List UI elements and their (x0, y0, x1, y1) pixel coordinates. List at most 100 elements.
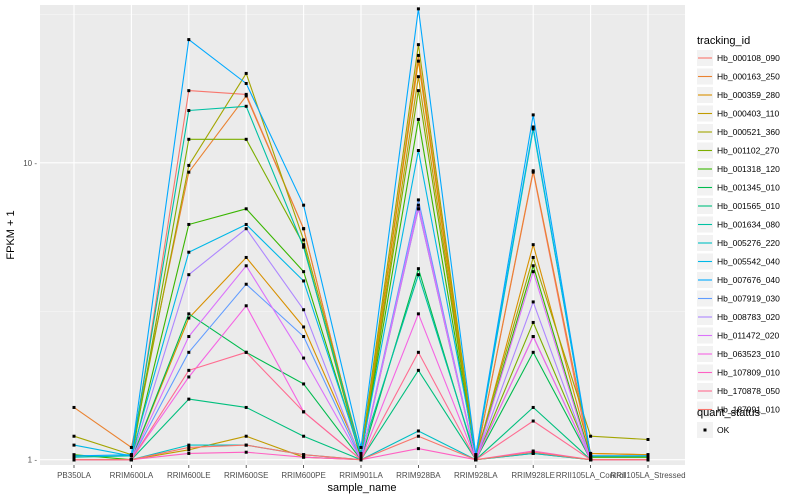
axis-layer: 1 - 10 - PB350LA RRIM600LA RRIM600LE RRIM600S… (23, 159, 685, 480)
legend-label: Hb_005276_220 (717, 238, 780, 248)
data-point (187, 375, 191, 379)
data-point (531, 300, 535, 304)
data-point (416, 312, 420, 316)
data-point (244, 81, 248, 85)
data-point (302, 203, 306, 207)
x-tick-label: RRIM600LE (167, 471, 211, 480)
data-point (416, 198, 420, 202)
data-point (416, 43, 420, 47)
data-point (474, 458, 478, 462)
data-point (244, 227, 248, 231)
data-point (187, 451, 191, 455)
data-point (416, 53, 420, 57)
legend-label: Hb_001565_010 (717, 201, 780, 211)
data-point (416, 207, 420, 211)
data-point (244, 222, 248, 226)
data-point (187, 38, 191, 42)
data-point (302, 238, 306, 242)
legend-label: Hb_005542_040 (717, 257, 780, 267)
data-point (244, 207, 248, 211)
x-tick-label: RRIM928LA (454, 471, 498, 480)
data-point (416, 273, 420, 277)
data-point (646, 454, 650, 458)
legend-label: Hb_001634_080 (717, 220, 780, 230)
data-point (187, 222, 191, 226)
data-point (187, 137, 191, 141)
legend-label: Hb_000359_280 (717, 90, 780, 100)
data-point (646, 458, 650, 462)
data-point (187, 443, 191, 447)
data-point (531, 264, 535, 268)
data-point (302, 243, 306, 247)
data-point (646, 437, 650, 441)
data-point (302, 356, 306, 360)
x-tick-label: RRIM928LE (511, 471, 555, 480)
data-point (187, 368, 191, 372)
data-point (244, 350, 248, 354)
data-point (302, 325, 306, 329)
data-point (416, 203, 420, 207)
data-point (589, 434, 593, 438)
data-point (416, 59, 420, 63)
legend-label: Hb_011472_020 (717, 331, 780, 341)
data-point (531, 243, 535, 247)
x-tick-label: RRIM901LA (339, 471, 383, 480)
legend-label: Hb_000108_090 (717, 53, 780, 63)
data-point (474, 455, 478, 459)
plot-panel (40, 5, 685, 465)
data-point (244, 92, 248, 96)
data-point (187, 163, 191, 167)
data-point (244, 443, 248, 447)
data-point (359, 445, 363, 449)
legend-label: Hb_001345_010 (717, 183, 780, 193)
x-tick-label: RRIM600SE (224, 471, 268, 480)
data-point (244, 304, 248, 308)
data-point (244, 104, 248, 108)
data-point (187, 316, 191, 320)
data-point (244, 137, 248, 141)
data-point (72, 434, 76, 438)
data-point (187, 335, 191, 339)
x-tick-label: RRIM928BA (396, 471, 441, 480)
data-point (187, 273, 191, 277)
data-point (531, 255, 535, 259)
grid-layer (40, 5, 685, 465)
legend-label: Hb_008783_020 (717, 312, 780, 322)
data-point (244, 450, 248, 454)
data-point (302, 410, 306, 414)
data-point (244, 255, 248, 259)
y-tick-label: 10 - (23, 159, 37, 168)
legend-label: Hb_000403_110 (717, 109, 780, 119)
x-axis-title: sample_name (327, 482, 396, 494)
data-point (416, 7, 420, 11)
data-point (72, 405, 76, 409)
data-point (187, 350, 191, 354)
data-point (474, 453, 478, 457)
data-point (187, 448, 191, 452)
data-point (359, 458, 363, 462)
shape-legend: quant_status OK (697, 407, 760, 438)
data-point (416, 429, 420, 433)
data-point (187, 109, 191, 113)
data-point (359, 455, 363, 459)
legend-label: Hb_001318_120 (717, 164, 780, 174)
legend-title: tracking_id (697, 35, 750, 47)
data-point (531, 270, 535, 274)
data-point (302, 455, 306, 459)
data-point (187, 250, 191, 254)
legend-label: Hb_000163_250 (717, 72, 780, 82)
data-point (589, 451, 593, 455)
data-point (302, 279, 306, 283)
data-point (187, 397, 191, 401)
data-point (302, 335, 306, 339)
data-point (416, 75, 420, 79)
legend-label: Hb_187991_010 (717, 405, 780, 415)
data-point (187, 312, 191, 316)
data-point (416, 368, 420, 372)
data-point (302, 245, 306, 249)
x-tick-label: RRIM600PE (281, 471, 325, 480)
data-point (129, 445, 133, 449)
legend-label: Hb_107809_010 (717, 368, 780, 378)
points-layer (72, 7, 650, 462)
data-point (129, 458, 133, 462)
